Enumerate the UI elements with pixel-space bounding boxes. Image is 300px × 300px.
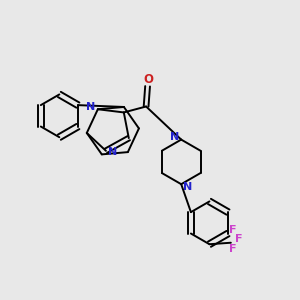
Text: F: F bbox=[235, 234, 242, 244]
Text: F: F bbox=[230, 225, 237, 235]
Text: N: N bbox=[86, 102, 95, 112]
Text: N: N bbox=[108, 147, 117, 157]
Text: N: N bbox=[183, 182, 192, 192]
Text: O: O bbox=[143, 73, 153, 86]
Text: F: F bbox=[230, 244, 237, 254]
Text: N: N bbox=[170, 132, 179, 142]
